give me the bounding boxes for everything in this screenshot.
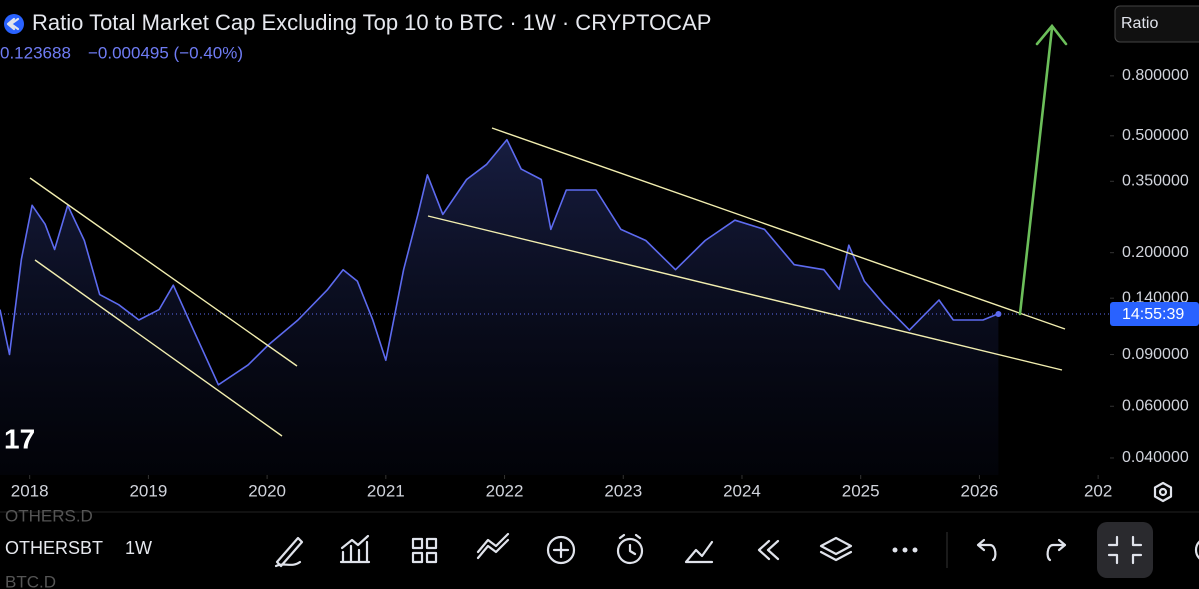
draw-tool[interactable] (274, 536, 304, 568)
settings-icon[interactable] (1153, 481, 1173, 503)
redo-tool[interactable] (1046, 538, 1067, 562)
toolbar (274, 522, 1199, 578)
watchlist-item[interactable]: OTHERS.D (5, 506, 93, 525)
x-tick-label: 2022 (486, 481, 524, 500)
x-tick-label: 2023 (604, 481, 642, 500)
countdown: 14:55:39 (1122, 306, 1184, 323)
x-tick-label: 2020 (248, 481, 286, 500)
data-layer: 14:55:39 (0, 138, 1199, 475)
layers-tool[interactable] (819, 536, 853, 562)
alert-tool[interactable] (616, 537, 644, 565)
indicators-tool[interactable] (339, 534, 371, 564)
fullscreen-glyph (1107, 535, 1143, 565)
x-tick-label: 2018 (11, 481, 49, 500)
interval[interactable]: 1W (125, 538, 152, 558)
trend-line (491, 127, 1066, 330)
alert-tool-glyph (618, 533, 642, 556)
trend-line (34, 259, 283, 437)
scale-mode-button[interactable] (1114, 5, 1199, 43)
trend-line (427, 215, 1063, 371)
layout-tool[interactable] (411, 537, 438, 564)
add-tool[interactable] (546, 535, 576, 565)
scale-mode[interactable]: Ratio (1121, 15, 1158, 32)
x-tick-label: 2026 (960, 481, 998, 500)
add-tool-glyph (552, 541, 570, 559)
y-tick-label: 0.350000 (1122, 173, 1189, 190)
last-price-dot (995, 310, 1002, 317)
more-tool[interactable] (912, 547, 918, 553)
countdown-badge (1110, 301, 1199, 326)
chart-type-tool[interactable] (684, 540, 714, 564)
more-tool[interactable] (892, 547, 898, 553)
y-tick-label: 0.060000 (1122, 397, 1189, 414)
y-tick-label: 0.090000 (1122, 346, 1189, 363)
y-tick-label: 0.200000 (1122, 244, 1189, 261)
price-change: −0.000495 (−0.40%) (88, 43, 243, 62)
price-line (0, 138, 999, 386)
logo: 17 (4, 423, 35, 454)
x-tick-label: 2021 (367, 481, 405, 500)
symbol-icon-glyph (6, 17, 20, 31)
compare-tool[interactable] (476, 532, 510, 560)
x-tick-label: 202 (1084, 481, 1112, 500)
chart-title: Ratio Total Market Cap Excluding Top 10 … (32, 10, 711, 35)
trend-lines (29, 127, 1066, 437)
trend-line (29, 177, 298, 367)
symbol[interactable]: OTHERSBT (5, 538, 103, 558)
x-tick-label: 2019 (129, 481, 167, 500)
chat-tool[interactable] (1194, 538, 1199, 562)
more-tool[interactable] (902, 547, 908, 553)
watchlist-item[interactable]: BTC.D (5, 572, 56, 589)
y-tick-label: 0.040000 (1122, 449, 1189, 466)
y-tick-label: 0.500000 (1122, 127, 1189, 144)
area-fill (0, 139, 999, 475)
last-value: 0.123688 (0, 43, 71, 62)
undo-tool[interactable] (976, 538, 997, 562)
fullscreen-button[interactable] (1097, 522, 1153, 578)
y-tick-label: 0.800000 (1122, 67, 1189, 84)
x-tick-label: 2024 (723, 481, 761, 500)
arrow (1018, 23, 1068, 316)
x-tick-label: 2025 (842, 481, 880, 500)
replay-tool[interactable] (757, 539, 780, 561)
